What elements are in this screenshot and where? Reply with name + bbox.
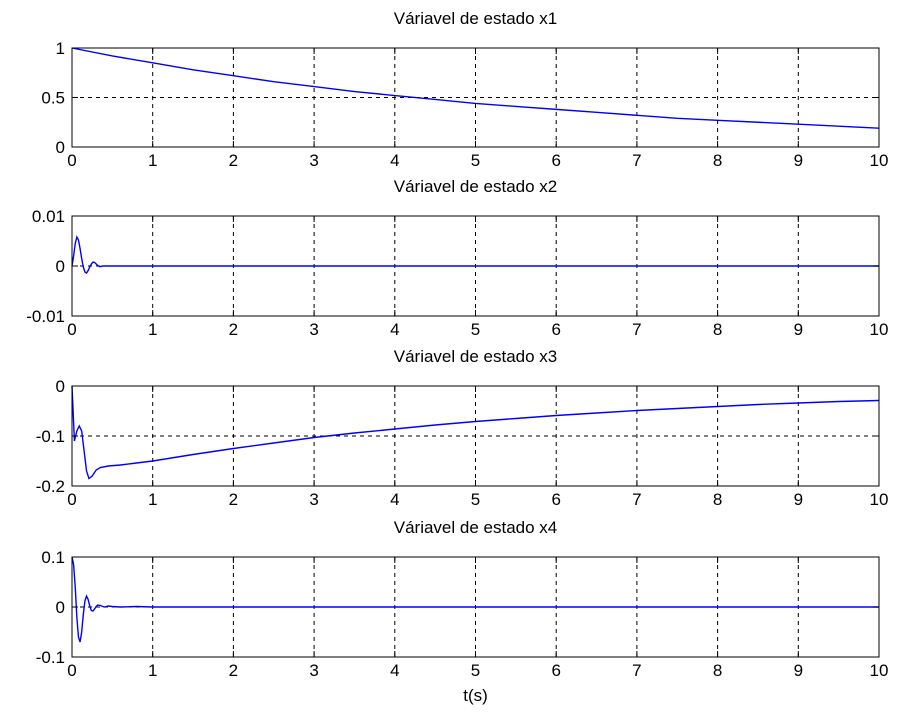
x-axis-label: t(s) <box>463 686 488 705</box>
x-tick-label: 9 <box>794 490 803 509</box>
x-tick-label: 7 <box>632 490 641 509</box>
x-tick-label: 9 <box>794 151 803 170</box>
subplot-title: Váriavel de estado x4 <box>394 518 558 537</box>
y-tick-label: 0.01 <box>32 207 65 226</box>
x-tick-label: 2 <box>229 151 238 170</box>
x-tick-label: 7 <box>632 151 641 170</box>
x-tick-label: 5 <box>471 320 480 339</box>
series-line-3 <box>71 385 880 480</box>
subplot-3: 0 1 2 3 4 5 6 7 8 9 10 -0.2 -0.1 0 Váriavel de estado … <box>36 347 889 509</box>
x-tick-label: 5 <box>471 661 480 680</box>
x-tick-label: 4 <box>390 490 399 509</box>
subplot-title: Váriavel de estado x1 <box>394 9 558 28</box>
x-tick-label: 2 <box>229 490 238 509</box>
y-tick-label: 0 <box>56 257 65 276</box>
x-tick-label: 4 <box>390 661 399 680</box>
y-tick-label: 0 <box>56 377 65 396</box>
x-tick-label: 10 <box>870 490 889 509</box>
x-tick-label: 3 <box>309 320 318 339</box>
series-line-1 <box>71 47 880 129</box>
x-tick-label: 4 <box>390 320 399 339</box>
x-tick-label: 3 <box>309 151 318 170</box>
x-tick-label: 3 <box>309 490 318 509</box>
subplot-title: Váriavel de estado x2 <box>394 177 558 196</box>
x-tick-label: 8 <box>713 151 722 170</box>
x-tick-label: 2 <box>229 320 238 339</box>
x-tick-label: 1 <box>148 151 157 170</box>
x-tick-label: 2 <box>229 661 238 680</box>
y-tick-label: -0.1 <box>36 427 65 446</box>
x-tick-label: 8 <box>713 490 722 509</box>
x-tick-label: 6 <box>551 151 560 170</box>
y-tick-label: 1 <box>56 39 65 58</box>
x-tick-label: 8 <box>713 320 722 339</box>
x-tick-label: 1 <box>148 661 157 680</box>
x-tick-label: 6 <box>551 661 560 680</box>
x-tick-label: 0 <box>67 490 76 509</box>
x-tick-label: 5 <box>471 490 480 509</box>
x-tick-label: 6 <box>551 490 560 509</box>
subplot-title: Váriavel de estado x3 <box>394 347 558 366</box>
x-tick-label: 0 <box>67 320 76 339</box>
x-tick-label: 1 <box>148 320 157 339</box>
series-line-4 <box>71 556 879 643</box>
y-tick-label: 0 <box>56 138 65 157</box>
x-tick-label: 3 <box>309 661 318 680</box>
x-tick-label: 6 <box>551 320 560 339</box>
subplot-1: 0 1 2 3 4 5 6 7 8 9 10 0 0.5 1 Váriavel de estado x1 <box>41 9 888 170</box>
x-tick-label: 10 <box>870 661 889 680</box>
x-tick-label: 10 <box>870 320 889 339</box>
y-tick-label: -0.01 <box>26 307 65 326</box>
x-tick-label: 9 <box>794 320 803 339</box>
series-line-2 <box>71 235 879 274</box>
x-tick-label: 9 <box>794 661 803 680</box>
x-tick-label: 0 <box>67 661 76 680</box>
y-tick-label: -0.1 <box>36 648 65 667</box>
x-tick-label: 7 <box>632 661 641 680</box>
x-tick-label: 8 <box>713 661 722 680</box>
x-tick-label: 4 <box>390 151 399 170</box>
x-tick-label: 7 <box>632 320 641 339</box>
y-tick-label: 0.5 <box>41 89 65 108</box>
x-tick-label: 1 <box>148 490 157 509</box>
y-tick-label: 0.1 <box>41 548 65 567</box>
x-tick-label: 10 <box>870 151 889 170</box>
y-tick-label: 0 <box>56 598 65 617</box>
y-tick-label: -0.2 <box>36 477 65 496</box>
x-tick-label: 0 <box>67 151 76 170</box>
x-tick-label: 5 <box>471 151 480 170</box>
